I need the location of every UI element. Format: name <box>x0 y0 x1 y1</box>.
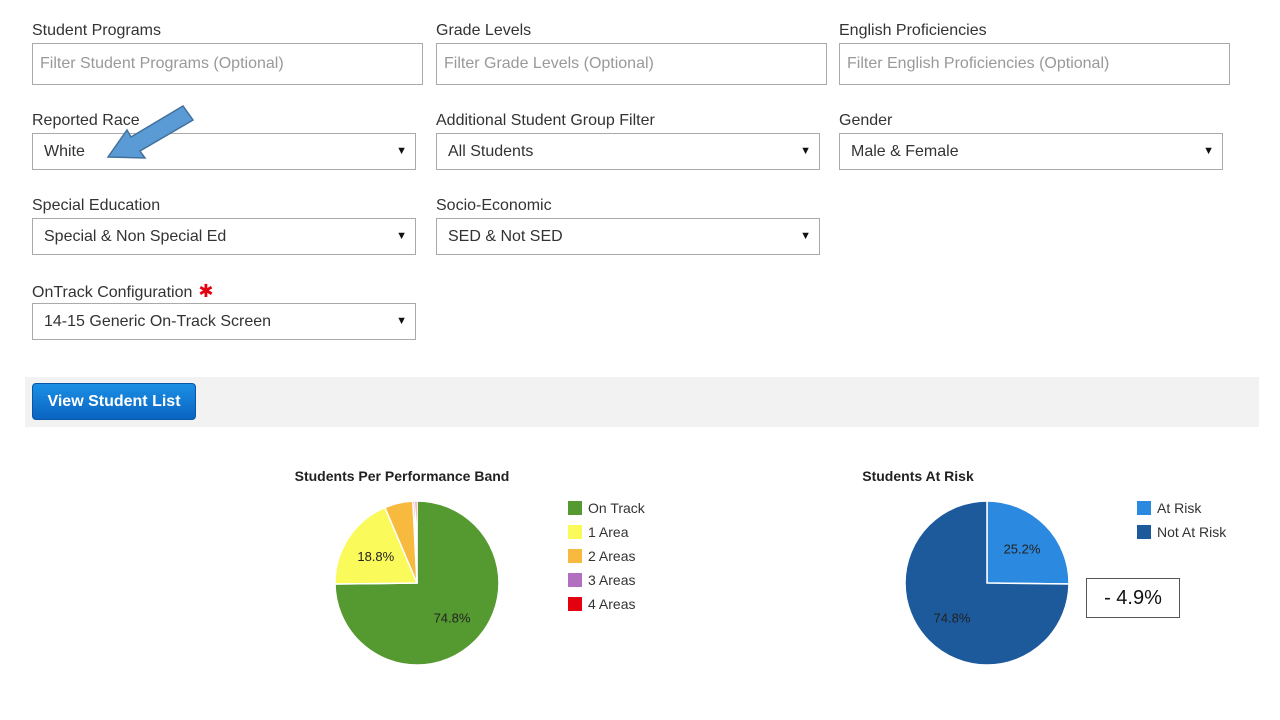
ontrack-configuration-value: 14-15 Generic On-Track Screen <box>44 313 272 330</box>
reported-race-value: White <box>44 143 85 160</box>
button-bar <box>25 377 1259 427</box>
arrow-pointer-icon <box>106 105 195 159</box>
gender-select[interactable]: Male & Female ▼ <box>839 133 1223 170</box>
chart2-title: Students At Risk <box>862 468 974 484</box>
pie-data-label: 74.8% <box>434 611 471 626</box>
gender-label: Gender <box>839 112 893 129</box>
required-asterisk-icon: ✱ <box>198 281 214 301</box>
view-student-list-button[interactable]: View Student List <box>32 383 196 420</box>
legend-swatch <box>1137 525 1151 539</box>
legend-item-3-areas[interactable]: 3 Areas <box>568 572 635 588</box>
pie-slice-4-areas[interactable] <box>414 500 418 584</box>
socio-economic-value: SED & Not SED <box>448 228 563 245</box>
english-proficiencies-label: English Proficiencies <box>839 22 987 39</box>
special-education-value: Special & Non Special Ed <box>44 228 227 245</box>
english-proficiencies-input[interactable] <box>839 43 1230 85</box>
gender-value: Male & Female <box>851 143 959 160</box>
grade-levels-label: Grade Levels <box>436 22 532 39</box>
legend-swatch <box>1137 501 1151 515</box>
additional-group-select[interactable]: All Students ▼ <box>436 133 820 170</box>
performance-band-pie: 74.8% 18.8% <box>334 500 500 666</box>
pie-data-label: 25.2% <box>1004 541 1041 556</box>
legend-item-on-track[interactable]: On Track <box>568 500 645 516</box>
pie-data-label: 74.8% <box>934 611 971 626</box>
chevron-down-icon: ▼ <box>396 315 407 327</box>
chevron-down-icon: ▼ <box>1203 145 1214 157</box>
legend-label: On Track <box>588 500 645 516</box>
legend-label: 3 Areas <box>588 572 636 588</box>
pie-slice-1-area[interactable] <box>334 506 419 585</box>
chevron-down-icon: ▼ <box>396 230 407 242</box>
legend-item-2-areas[interactable]: 2 Areas <box>568 548 635 564</box>
socio-economic-select[interactable]: SED & Not SED ▼ <box>436 218 820 255</box>
student-programs-label: Student Programs <box>32 22 161 39</box>
legend-label: At Risk <box>1157 500 1202 516</box>
legend-item-1-area[interactable]: 1 Area <box>568 524 628 540</box>
legend-swatch <box>568 501 582 515</box>
legend-label: Not At Risk <box>1157 524 1227 540</box>
ontrack-configuration-label-text: OnTrack Configuration <box>32 284 193 301</box>
ontrack-configuration-label: OnTrack Configuration ✱ <box>32 281 213 303</box>
legend-item-not-at-risk[interactable]: Not At Risk <box>1137 524 1226 540</box>
pie-slice-at-risk[interactable] <box>986 500 1070 585</box>
chevron-down-icon: ▼ <box>396 145 407 157</box>
pie-data-label: 18.8% <box>357 549 394 564</box>
legend-item-4-areas[interactable]: 4 Areas <box>568 596 635 612</box>
pie-slice-on-track[interactable] <box>334 500 500 666</box>
additional-group-label: Additional Student Group Filter <box>436 112 655 129</box>
ontrack-configuration-select[interactable]: 14-15 Generic On-Track Screen ▼ <box>32 303 416 340</box>
legend-label: 1 Area <box>588 524 629 540</box>
legend-swatch <box>568 573 582 587</box>
special-education-label: Special Education <box>32 197 161 214</box>
legend-swatch <box>568 549 582 563</box>
student-programs-input[interactable] <box>32 43 423 85</box>
reported-race-label: Reported Race <box>32 112 140 129</box>
legend-swatch <box>568 525 582 539</box>
change-callout: - 4.9% <box>1086 578 1180 618</box>
legend-label: 4 Areas <box>588 596 636 612</box>
reported-race-select[interactable]: White ▼ <box>32 133 416 170</box>
socio-economic-label: Socio-Economic <box>436 197 552 214</box>
legend-label: 2 Areas <box>588 548 636 564</box>
chevron-down-icon: ▼ <box>800 230 811 242</box>
grade-levels-input[interactable] <box>436 43 827 85</box>
legend-item-at-risk[interactable]: At Risk <box>1137 500 1201 516</box>
chart1-title: Students Per Performance Band <box>294 468 510 484</box>
at-risk-pie: 25.2% 74.8% <box>904 500 1070 666</box>
pie-slice-not-at-risk[interactable] <box>904 500 1070 666</box>
additional-group-value: All Students <box>448 143 534 160</box>
special-education-select[interactable]: Special & Non Special Ed ▼ <box>32 218 416 255</box>
legend-swatch <box>568 597 582 611</box>
chevron-down-icon: ▼ <box>800 145 811 157</box>
